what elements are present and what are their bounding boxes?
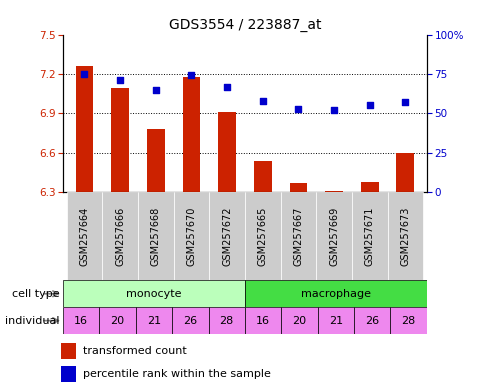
Bar: [281, 307, 317, 334]
Text: monocyte: monocyte: [126, 289, 182, 299]
Bar: [111, 88, 129, 192]
Text: GSM257665: GSM257665: [257, 207, 267, 266]
Bar: [63, 307, 99, 334]
Bar: [173, 192, 209, 280]
Text: GSM257667: GSM257667: [293, 207, 303, 266]
Text: GSM257664: GSM257664: [79, 207, 89, 266]
Bar: [66, 192, 102, 280]
Point: [401, 99, 408, 105]
Point: [294, 106, 302, 112]
Point: [330, 107, 337, 113]
Bar: [353, 307, 390, 334]
Text: GSM257670: GSM257670: [186, 207, 196, 266]
Bar: [253, 161, 271, 192]
Bar: [60, 366, 76, 382]
Text: 16: 16: [256, 316, 270, 326]
Point: [151, 87, 159, 93]
Bar: [351, 192, 387, 280]
Bar: [182, 76, 200, 192]
Bar: [60, 343, 76, 359]
Text: 26: 26: [183, 316, 197, 326]
Point: [365, 103, 373, 109]
Point: [223, 83, 230, 89]
Text: 16: 16: [74, 316, 88, 326]
Text: percentile rank within the sample: percentile rank within the sample: [83, 369, 271, 379]
Bar: [136, 307, 172, 334]
Text: GSM257669: GSM257669: [329, 207, 338, 266]
Bar: [244, 307, 281, 334]
Text: individual: individual: [5, 316, 59, 326]
Bar: [324, 191, 342, 192]
Title: GDS3554 / 223887_at: GDS3554 / 223887_at: [168, 18, 320, 32]
Bar: [218, 112, 236, 192]
Point: [258, 98, 266, 104]
Bar: [317, 307, 353, 334]
Bar: [76, 66, 93, 192]
Text: cell type: cell type: [12, 289, 59, 299]
Bar: [63, 280, 244, 307]
Text: 21: 21: [147, 316, 161, 326]
Text: GSM257668: GSM257668: [151, 207, 160, 266]
Text: macrophage: macrophage: [300, 289, 370, 299]
Bar: [280, 192, 316, 280]
Text: 28: 28: [219, 316, 233, 326]
Bar: [99, 307, 136, 334]
Text: 28: 28: [401, 316, 415, 326]
Bar: [172, 307, 208, 334]
Bar: [208, 307, 244, 334]
Point: [187, 73, 195, 79]
Bar: [316, 192, 351, 280]
Text: GSM257673: GSM257673: [400, 207, 409, 266]
Text: 21: 21: [328, 316, 342, 326]
Bar: [147, 129, 165, 192]
Text: GSM257666: GSM257666: [115, 207, 125, 266]
Bar: [244, 280, 426, 307]
Point: [80, 71, 88, 77]
Text: GSM257672: GSM257672: [222, 207, 232, 266]
Text: 20: 20: [110, 316, 124, 326]
Bar: [390, 307, 426, 334]
Text: 20: 20: [292, 316, 306, 326]
Text: GSM257671: GSM257671: [364, 207, 374, 266]
Point: [116, 77, 124, 83]
Bar: [102, 192, 137, 280]
Bar: [289, 183, 307, 192]
Bar: [137, 192, 173, 280]
Bar: [360, 182, 378, 192]
Bar: [244, 192, 280, 280]
Bar: [395, 153, 413, 192]
Text: 26: 26: [364, 316, 378, 326]
Bar: [209, 192, 244, 280]
Text: transformed count: transformed count: [83, 346, 187, 356]
Bar: [387, 192, 423, 280]
